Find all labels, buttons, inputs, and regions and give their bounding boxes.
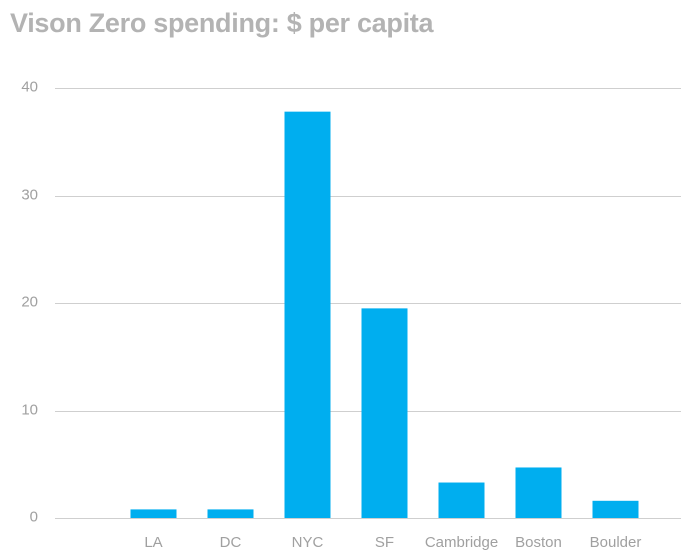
bar-sf	[361, 308, 408, 518]
x-axis: LA DC NYC SF Cambridge Boston Boulder	[144, 534, 641, 551]
bar-dc	[207, 509, 254, 518]
bar-nyc	[284, 111, 331, 519]
x-tick-label-boulder: Boulder	[590, 534, 642, 551]
bar-boston	[515, 467, 562, 518]
x-tick-label-nyc: NYC	[292, 534, 324, 551]
x-tick-label-dc: DC	[220, 534, 242, 551]
x-tick-label-boston: Boston	[515, 534, 562, 551]
y-tick-label: 10	[21, 401, 38, 418]
bar-boulder	[592, 500, 639, 518]
bars	[130, 111, 639, 519]
bar-la	[130, 509, 177, 518]
y-tick-label: 0	[30, 508, 38, 525]
x-tick-label-cambridge: Cambridge	[425, 534, 498, 551]
chart-title: Vison Zero spending: $ per capita	[10, 8, 434, 38]
bar-cambridge	[438, 482, 485, 518]
y-tick-label: 40	[21, 78, 38, 95]
x-tick-label-sf: SF	[375, 534, 394, 551]
y-tick-label: 20	[21, 293, 38, 310]
y-tick-label: 30	[21, 186, 38, 203]
x-tick-label-la: LA	[144, 534, 162, 551]
y-axis: 0 10 20 30 40	[21, 78, 38, 525]
